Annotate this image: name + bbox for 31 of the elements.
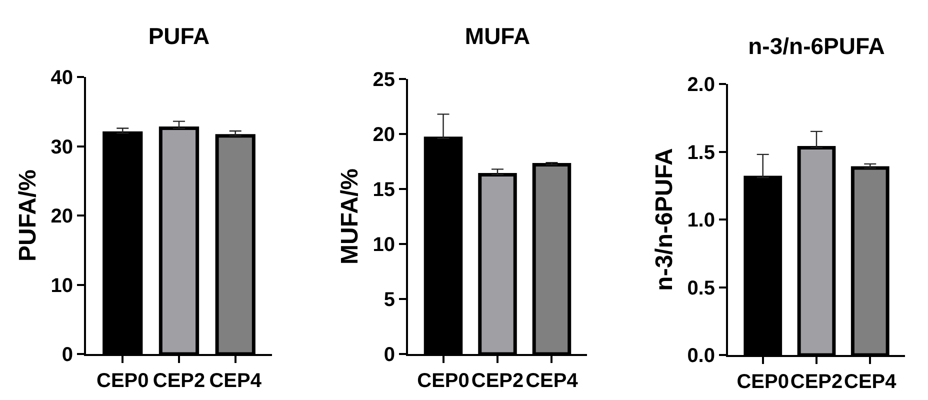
x-tick-label: CEP4: [526, 370, 579, 392]
y-tick-label: 0: [62, 344, 73, 366]
y-tick-label: 30: [50, 136, 73, 158]
x-tick-label: CEP2: [471, 370, 524, 392]
y-tick-label: 1.0: [687, 210, 715, 232]
y-axis-title: PUFA/%: [14, 169, 42, 262]
y-tick-label: 1.5: [687, 142, 715, 164]
x-tick-label: CEP0: [96, 370, 149, 392]
chart-title: MUFA: [464, 23, 530, 50]
x-tick-label: CEP0: [417, 370, 470, 392]
y-tick-label: 25: [372, 69, 395, 91]
chart-title: n-3/n-6PUFA: [748, 33, 885, 60]
y-tick-label: 10: [372, 234, 395, 256]
y-tick-label: 0.0: [687, 345, 715, 367]
y-tick-label: 10: [50, 274, 73, 297]
y-tick-label: 20: [372, 124, 395, 146]
x-tick-label: CEP4: [209, 370, 262, 392]
y-tick-label: 5: [384, 289, 395, 311]
x-tick-label: CEP2: [790, 371, 843, 393]
y-tick-label: 20: [50, 206, 73, 228]
chart-title: PUFA: [148, 23, 210, 50]
y-tick-label: 2.0: [687, 74, 715, 96]
x-tick-label: CEP2: [152, 370, 206, 392]
y-tick-label: 40: [50, 67, 73, 89]
y-tick-label: 15: [372, 179, 395, 201]
x-tick-label: CEP4: [844, 371, 898, 393]
y-tick-label: 0: [384, 344, 395, 366]
y-tick-label: 0.5: [687, 277, 715, 300]
x-tick-label: CEP0: [736, 371, 789, 393]
y-axis-title: n-3/n-6PUFA: [650, 148, 678, 291]
y-axis-title: MUFA/%: [336, 168, 364, 264]
